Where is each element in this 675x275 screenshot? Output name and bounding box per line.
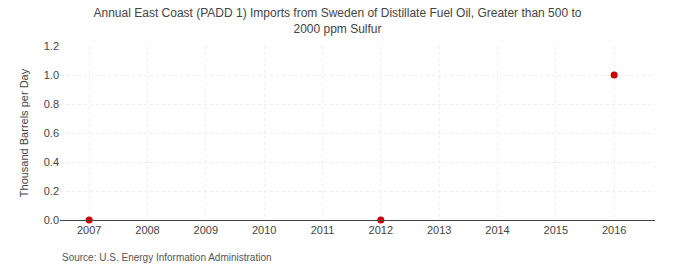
svg-text:1.2: 1.2 — [44, 40, 59, 52]
svg-text:2009: 2009 — [194, 224, 218, 236]
svg-text:0.4: 0.4 — [44, 156, 59, 168]
svg-text:2016: 2016 — [602, 224, 626, 236]
svg-text:0.0: 0.0 — [44, 214, 59, 226]
svg-text:0.8: 0.8 — [44, 98, 59, 110]
svg-text:2008: 2008 — [135, 224, 159, 236]
svg-text:2010: 2010 — [252, 224, 276, 236]
svg-text:2007: 2007 — [77, 224, 101, 236]
svg-text:2012: 2012 — [369, 224, 393, 236]
svg-text:0.2: 0.2 — [44, 185, 59, 197]
svg-text:2011: 2011 — [311, 224, 335, 236]
svg-text:2015: 2015 — [544, 224, 568, 236]
svg-text:Annual East Coast (PADD 1) Imp: Annual East Coast (PADD 1) Imports from … — [94, 6, 582, 36]
svg-text:2014: 2014 — [485, 224, 509, 236]
svg-text:0.6: 0.6 — [44, 127, 59, 139]
svg-text:2013: 2013 — [427, 224, 451, 236]
svg-text:1.0: 1.0 — [44, 69, 59, 81]
svg-text:Thousand Barrels per Day: Thousand Barrels per Day — [18, 68, 30, 197]
svg-text:Source: U.S. Energy Informatio: Source: U.S. Energy Information Administ… — [62, 252, 272, 263]
